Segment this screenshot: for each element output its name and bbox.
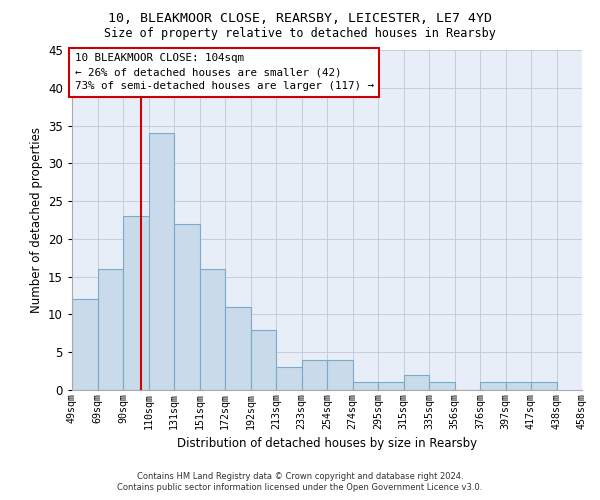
Y-axis label: Number of detached properties: Number of detached properties: [29, 127, 43, 313]
Bar: [251, 330, 276, 390]
Text: 10 BLEAKMOOR CLOSE: 104sqm
← 26% of detached houses are smaller (42)
73% of semi: 10 BLEAKMOOR CLOSE: 104sqm ← 26% of deta…: [74, 54, 374, 92]
Bar: [429, 382, 455, 390]
Bar: [378, 382, 404, 390]
Text: 10, BLEAKMOOR CLOSE, REARSBY, LEICESTER, LE7 4YD: 10, BLEAKMOOR CLOSE, REARSBY, LEICESTER,…: [108, 12, 492, 26]
Text: Size of property relative to detached houses in Rearsby: Size of property relative to detached ho…: [104, 28, 496, 40]
Bar: [505, 382, 531, 390]
Bar: [531, 382, 557, 390]
Bar: [199, 269, 225, 390]
Bar: [404, 375, 429, 390]
Bar: [276, 368, 302, 390]
X-axis label: Distribution of detached houses by size in Rearsby: Distribution of detached houses by size …: [177, 437, 477, 450]
Bar: [97, 269, 123, 390]
Bar: [72, 300, 97, 390]
Bar: [480, 382, 505, 390]
Bar: [149, 133, 174, 390]
Bar: [327, 360, 353, 390]
Bar: [302, 360, 327, 390]
Text: Contains public sector information licensed under the Open Government Licence v3: Contains public sector information licen…: [118, 484, 482, 492]
Bar: [174, 224, 199, 390]
Bar: [225, 307, 251, 390]
Bar: [353, 382, 378, 390]
Bar: [123, 216, 149, 390]
Text: Contains HM Land Registry data © Crown copyright and database right 2024.: Contains HM Land Registry data © Crown c…: [137, 472, 463, 481]
